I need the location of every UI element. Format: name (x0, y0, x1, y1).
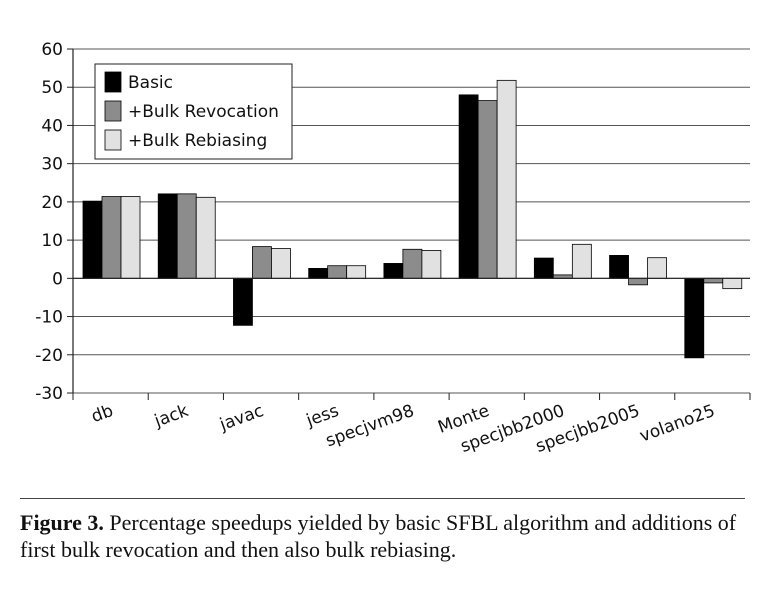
legend-label: +Bulk Revocation (128, 102, 279, 122)
bar-basic-monte (458, 94, 479, 279)
bar-bulk-revocation-jack (176, 193, 197, 279)
bar-bulk-rebiasing-specjvm98 (421, 250, 442, 279)
legend-swatch (104, 100, 122, 122)
bar-bulk-rebiasing-specjbb2000 (571, 243, 592, 279)
bar-bulk-revocation-monte (477, 100, 498, 279)
bar-bulk-rebiasing-volano25 (722, 277, 743, 290)
bar-basic-javac (233, 277, 253, 326)
y-tick-label: 40 (41, 116, 63, 136)
y-tick-label: 10 (41, 231, 63, 251)
legend-swatch (104, 129, 122, 151)
y-axis-ticks: 60 50 40 30 20 10 0 -10 -20 -30 (35, 40, 73, 404)
x-category-label: db (89, 401, 116, 427)
bar-bulk-revocation-specjbb2005 (628, 277, 648, 286)
bar-bulk-rebiasing-javac (271, 248, 291, 279)
bar-bulk-revocation-volano25 (703, 277, 724, 284)
y-tick-label: -20 (35, 346, 63, 366)
figure-caption: Figure 3. Percentage speedups yielded by… (20, 509, 755, 563)
bar-bulk-revocation-javac (252, 246, 272, 279)
y-tick-label: -10 (35, 308, 63, 328)
bar-basic-jack (157, 193, 178, 279)
legend-label: Basic (128, 73, 173, 93)
bar-bulk-revocation-db (101, 196, 122, 279)
y-tick-label: 60 (41, 40, 63, 60)
x-category-label: jess (303, 401, 342, 431)
axes (72, 49, 751, 400)
caption-text: Percentage speedups yielded by basic SFB… (20, 510, 737, 562)
bar-bulk-revocation-jess (327, 265, 348, 279)
bar-bulk-rebiasing-db (120, 196, 141, 279)
legend-label: +Bulk Rebiasing (128, 131, 267, 151)
bar-basic-specjbb2005 (609, 254, 629, 279)
bar-bulk-rebiasing-specjbb2005 (647, 257, 667, 279)
bar-basic-specjbb2000 (533, 257, 554, 279)
legend: Basic +Bulk Revocation +Bulk Rebiasing (94, 63, 293, 160)
caption-label: Figure 3. (20, 510, 104, 535)
x-category-label: javac (216, 401, 266, 436)
y-tick-label: 20 (41, 193, 63, 213)
bar-bulk-rebiasing-monte (496, 79, 517, 279)
y-tick-label: 50 (41, 78, 63, 98)
bar-bulk-rebiasing-jack (195, 196, 216, 279)
x-category-label: jack (151, 401, 191, 432)
bar-basic-jess (308, 267, 329, 279)
y-tick-label: 0 (52, 269, 63, 289)
x-category-label: volano25 (637, 401, 718, 447)
bar-bulk-revocation-specjvm98 (402, 248, 423, 279)
bar-bulk-rebiasing-jess (346, 265, 367, 279)
y-tick-label: -30 (35, 384, 63, 404)
bar-basic-specjvm98 (383, 263, 404, 279)
caption-divider (20, 498, 745, 499)
y-tick-label: 30 (41, 155, 63, 175)
bar-basic-db (82, 200, 103, 279)
legend-swatch (104, 71, 122, 93)
chart-area: 60 50 40 30 20 10 0 -10 -20 -30 db jack javac jess sp… (35, 40, 751, 457)
bar-basic-volano25 (684, 277, 705, 359)
legend-box (94, 63, 293, 160)
